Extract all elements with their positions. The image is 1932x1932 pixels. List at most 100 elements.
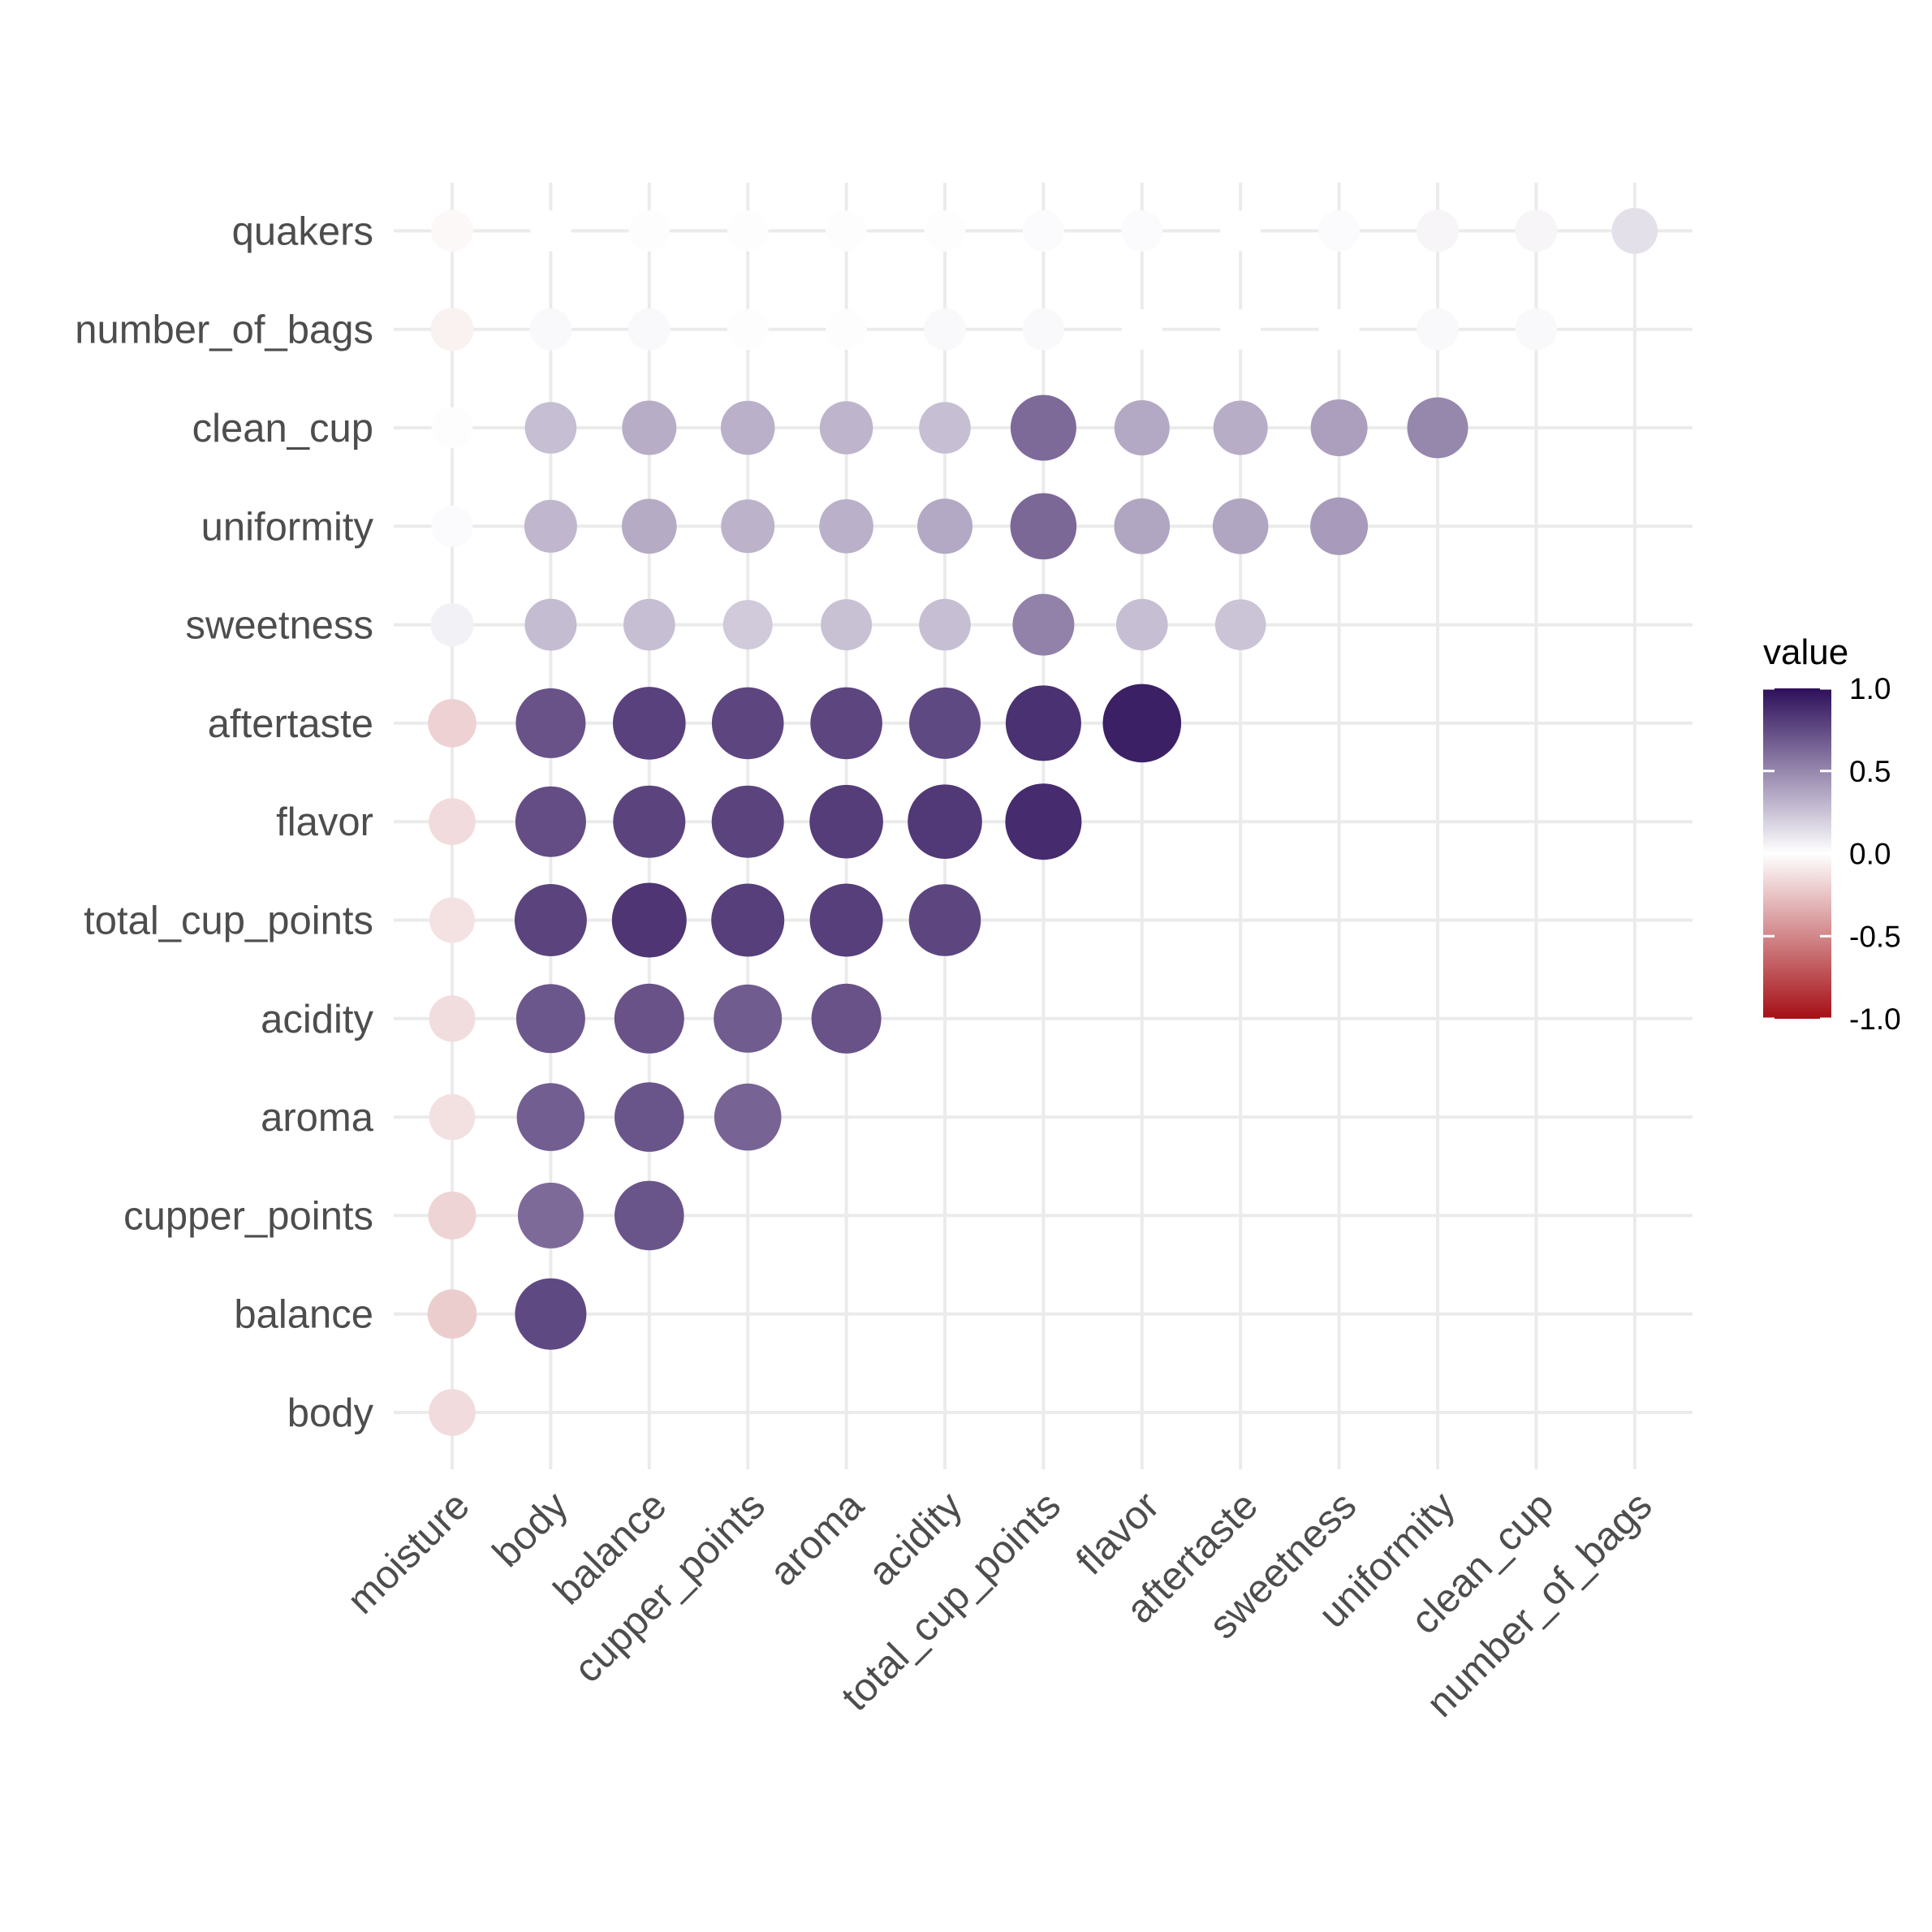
correlation-point xyxy=(515,786,586,857)
correlation-point xyxy=(1022,209,1064,252)
correlation-point xyxy=(711,687,784,760)
correlation-point xyxy=(1005,783,1082,860)
correlation-point xyxy=(430,603,474,647)
x-tick-label: body xyxy=(485,1483,577,1576)
correlation-point xyxy=(431,407,473,449)
correlation-point xyxy=(1417,308,1459,351)
correlation-point xyxy=(514,884,587,956)
correlation-point xyxy=(1116,598,1168,651)
correlation-point xyxy=(1213,400,1268,455)
correlation-point xyxy=(429,798,476,845)
correlation-point xyxy=(628,308,671,351)
y-tick-label: uniformity xyxy=(201,505,374,549)
correlation-point xyxy=(623,598,675,651)
correlation-point xyxy=(613,785,686,858)
y-tick-label: aroma xyxy=(261,1096,374,1140)
correlation-point xyxy=(727,210,769,252)
correlation-point xyxy=(721,499,775,554)
correlation-point xyxy=(711,883,785,957)
correlation-point xyxy=(429,1093,476,1141)
correlation-point xyxy=(611,882,687,958)
correlation-point xyxy=(1318,209,1361,252)
legend-tick-label: 0.5 xyxy=(1849,755,1891,788)
legend-tick-label: 0.0 xyxy=(1849,838,1891,871)
correlation-point xyxy=(819,499,873,554)
correlation-point xyxy=(1010,493,1077,560)
y-tick-label: number_of_bags xyxy=(75,308,373,352)
correlation-point xyxy=(429,1389,476,1436)
correlation-point xyxy=(924,308,966,351)
correlation-point xyxy=(727,308,769,351)
correlation-point xyxy=(924,210,966,252)
correlation-point xyxy=(1114,400,1170,455)
correlation-point xyxy=(516,1083,585,1151)
correlation-point xyxy=(1114,498,1171,554)
correlation-point xyxy=(615,1180,684,1251)
correlation-point xyxy=(1214,599,1266,650)
correlation-point xyxy=(524,499,577,553)
correlation-point xyxy=(819,401,873,455)
correlation-point xyxy=(1012,593,1075,656)
legend-tick-label: -0.5 xyxy=(1849,920,1901,953)
correlation-point xyxy=(1515,308,1558,351)
correlation-point xyxy=(1102,684,1182,763)
y-tick-label: clean_cup xyxy=(192,407,373,451)
correlation-point xyxy=(530,210,571,252)
correlation-point xyxy=(524,598,577,651)
correlation-point xyxy=(919,402,971,454)
correlation-point xyxy=(809,784,883,859)
correlation-point xyxy=(615,1082,684,1152)
correlation-point xyxy=(429,897,475,943)
y-tick-label: cupper_points xyxy=(123,1194,373,1238)
correlation-point xyxy=(1611,208,1658,254)
correlation-point xyxy=(1310,399,1368,456)
y-tick-label: balance xyxy=(234,1293,373,1337)
correlation-point xyxy=(524,402,577,454)
correlation-point xyxy=(1121,209,1163,252)
correlation-point xyxy=(720,400,775,455)
y-tick-label: sweetness xyxy=(185,604,373,648)
correlation-point xyxy=(826,308,867,351)
correlation-point xyxy=(529,308,572,351)
legend-ticks: 1.0 0.5 0.0 -0.5 -1.0 xyxy=(1763,672,1901,1036)
correlation-point xyxy=(430,308,474,351)
correlation-point xyxy=(1005,685,1081,761)
color-legend: value 1.0 0.5 0.0 -0.5 -1.0 xyxy=(1763,632,1901,1036)
correlation-point xyxy=(431,505,473,547)
y-tick-label: total_cup_points xyxy=(84,899,373,943)
correlation-point xyxy=(1220,210,1261,252)
correlation-point xyxy=(908,784,982,859)
correlation-point xyxy=(809,883,883,957)
correlation-point xyxy=(722,600,773,650)
correlation-point xyxy=(1310,497,1369,555)
correlation-point xyxy=(919,598,971,651)
correlation-point xyxy=(515,984,585,1054)
legend-tick-label: 1.0 xyxy=(1849,672,1891,705)
correlation-point xyxy=(1407,397,1468,459)
y-tick-label: aftertaste xyxy=(208,702,373,746)
legend-tick-label: -1.0 xyxy=(1849,1003,1901,1036)
correlation-point xyxy=(1515,209,1558,252)
y-tick-label: body xyxy=(287,1391,374,1435)
correlation-point xyxy=(1220,308,1261,350)
correlation-point xyxy=(428,1191,477,1240)
correlation-point xyxy=(628,210,671,252)
correlation-point xyxy=(917,498,972,554)
correlation-point xyxy=(811,983,882,1054)
data-points xyxy=(427,208,1658,1436)
y-axis: body balance cupper_points aroma acidity tota… xyxy=(75,209,374,1435)
correlation-point xyxy=(428,699,477,748)
legend-title: value xyxy=(1763,632,1848,672)
x-axis: moisture bodybalancecupper_pointsaromaaci… xyxy=(339,1483,1661,1726)
x-tick-label: moisture xyxy=(339,1484,478,1623)
correlation-point xyxy=(909,687,981,759)
correlation-point xyxy=(1417,209,1459,252)
correlation-point xyxy=(614,983,684,1054)
correlation-point xyxy=(431,209,473,252)
correlation-point xyxy=(826,210,867,252)
correlation-point xyxy=(429,995,476,1042)
y-tick-label: acidity xyxy=(261,998,373,1041)
correlation-point xyxy=(1010,395,1076,461)
correlation-point xyxy=(517,1182,584,1248)
